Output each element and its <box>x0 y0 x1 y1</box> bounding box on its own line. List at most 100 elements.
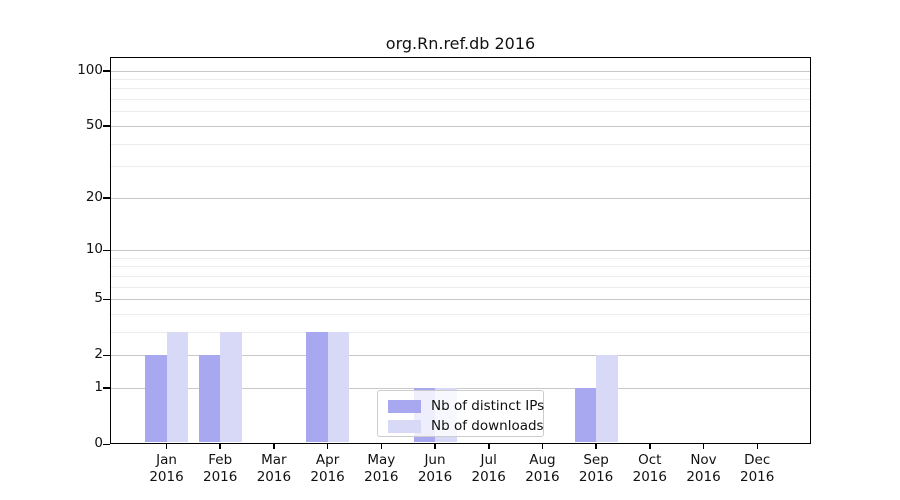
bar-nb-of-distinct-ips-sep <box>574 387 597 443</box>
y-tick-label-50: 50 <box>85 116 103 133</box>
x-label-year: 2016 <box>149 469 184 485</box>
legend-row-downloads: Nb of downloads <box>388 418 544 434</box>
bar-nb-of-downloads-jan <box>166 331 188 443</box>
y-gridline-minor-60 <box>110 111 811 113</box>
x-label-month: Apr <box>315 452 340 468</box>
y-tick-label-20: 20 <box>85 188 103 205</box>
y-gridline-minor-8 <box>110 266 811 268</box>
x-tick-apr <box>326 444 329 449</box>
x-label-feb: Feb 2016 <box>188 452 252 486</box>
x-label-month: Dec <box>744 452 771 468</box>
plot-area <box>110 57 811 444</box>
x-tick-mar <box>273 444 275 449</box>
x-label-year: 2016 <box>471 469 506 485</box>
x-label-month: Feb <box>208 452 233 468</box>
y-gridline-major-10 <box>110 250 811 251</box>
x-tick-oct <box>649 444 651 449</box>
x-tick-may <box>380 444 383 449</box>
bar-nb-of-distinct-ips-jan <box>145 355 167 443</box>
x-label-year: 2016 <box>686 469 721 485</box>
y-gridline-major-1 <box>110 387 811 389</box>
legend-row-distinct-ips: Nb of distinct IPs <box>388 398 545 414</box>
x-label-month: Jan <box>156 452 177 468</box>
bar-nb-of-downloads-apr <box>327 331 350 443</box>
legend-label-distinct-ips: Nb of distinct IPs <box>431 398 545 414</box>
y-gridline-major-100 <box>110 70 811 72</box>
legend: Nb of distinct IPs Nb of downloads <box>377 390 544 437</box>
x-label-oct: Oct 2016 <box>618 452 682 486</box>
y-tick-label-1: 1 <box>94 378 103 395</box>
y-tick-1 <box>103 387 110 389</box>
legend-swatch-downloads <box>388 419 421 433</box>
x-tick-nov <box>702 444 705 449</box>
x-label-month: Jun <box>424 452 446 468</box>
legend-label-downloads: Nb of downloads <box>431 418 544 434</box>
x-label-month: Mar <box>261 452 287 468</box>
x-label-jul: Jul 2016 <box>457 452 521 486</box>
y-tick-label-0: 0 <box>94 435 103 451</box>
x-label-year: 2016 <box>740 469 775 485</box>
x-tick-dec <box>756 444 758 449</box>
y-gridline-major-5 <box>110 299 811 300</box>
legend-swatch-distinct-ips <box>388 399 421 413</box>
x-label-year: 2016 <box>632 469 667 485</box>
x-label-dec: Dec 2016 <box>725 452 789 486</box>
x-label-month: Nov <box>690 452 717 468</box>
x-label-year: 2016 <box>578 469 614 485</box>
y-tick-label-100: 100 <box>77 61 103 78</box>
x-label-year: 2016 <box>525 469 560 485</box>
bar-nb-of-downloads-sep <box>596 355 618 443</box>
x-label-may: May 2016 <box>349 452 413 486</box>
bar-nb-of-distinct-ips-feb <box>198 355 221 443</box>
y-tick-label-2: 2 <box>94 346 103 363</box>
x-label-year: 2016 <box>256 469 292 485</box>
y-gridline-minor-9 <box>110 257 811 259</box>
x-tick-jul <box>488 444 490 449</box>
x-label-year: 2016 <box>203 469 238 485</box>
x-tick-feb <box>219 444 221 449</box>
y-tick-50 <box>103 125 110 127</box>
y-tick-20 <box>103 197 110 199</box>
y-gridline-major-50 <box>110 125 811 127</box>
x-label-jun: Jun 2016 <box>403 452 467 486</box>
x-label-year: 2016 <box>310 469 345 485</box>
x-tick-aug <box>541 444 544 449</box>
x-label-jan: Jan 2016 <box>135 452 199 486</box>
x-label-month: May <box>367 452 396 468</box>
y-tick-label-5: 5 <box>94 290 103 306</box>
y-tick-5 <box>103 298 110 300</box>
y-gridline-major-2 <box>110 355 811 357</box>
x-label-month: Jul <box>480 452 497 468</box>
y-gridline-minor-6 <box>110 286 811 288</box>
y-gridline-minor-90 <box>110 79 811 80</box>
chart-title: org.Rn.ref.db 2016 <box>385 34 536 53</box>
x-label-month: Oct <box>638 452 662 468</box>
y-gridline-minor-7 <box>110 275 811 277</box>
x-label-aug: Aug 2016 <box>510 452 574 486</box>
y-tick-2 <box>103 354 110 357</box>
x-label-nov: Nov 2016 <box>672 452 736 486</box>
x-tick-jun <box>434 444 436 449</box>
x-label-year: 2016 <box>364 469 399 485</box>
y-gridline-minor-30 <box>110 166 811 168</box>
y-tick-10 <box>103 249 110 251</box>
bar-nb-of-distinct-ips-apr <box>306 331 328 443</box>
y-gridline-minor-4 <box>110 313 811 315</box>
y-gridline-minor-3 <box>110 331 811 333</box>
y-gridline-minor-80 <box>110 88 811 90</box>
y-gridline-minor-70 <box>110 99 811 101</box>
x-tick-sep <box>595 444 597 449</box>
x-label-sep: Sep 2016 <box>564 452 628 486</box>
x-tick-jan <box>165 444 168 449</box>
y-tick-100 <box>103 70 110 72</box>
x-label-apr: Apr 2016 <box>296 452 360 486</box>
y-gridline-minor-40 <box>110 143 811 145</box>
x-label-year: 2016 <box>417 469 453 485</box>
x-label-month: Aug <box>529 452 556 468</box>
y-tick-label-10: 10 <box>85 241 103 257</box>
y-gridline-major-20 <box>110 197 811 199</box>
bar-nb-of-downloads-feb <box>220 331 242 443</box>
x-label-month: Sep <box>583 452 609 468</box>
x-label-mar: Mar 2016 <box>242 452 306 486</box>
